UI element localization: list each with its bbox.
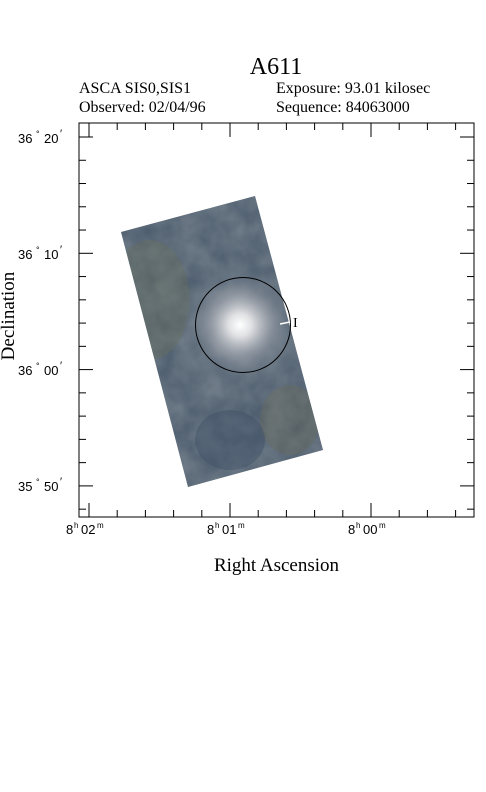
svg-text:m: m: [238, 521, 245, 530]
y-axis-label: Declination: [0, 271, 19, 361]
sequence-label: Sequence: 84063000: [276, 99, 410, 116]
dec-tick-label-4: 35 ° 50 ′: [18, 476, 62, 494]
svg-text:8: 8: [207, 522, 214, 537]
svg-text:°: °: [36, 477, 40, 487]
svg-text:h: h: [356, 521, 360, 530]
plot-frame: [78, 122, 475, 518]
svg-text:10: 10: [44, 247, 58, 262]
svg-text:°: °: [36, 245, 40, 255]
ra-tick-label-1: 8 h 02 m: [66, 521, 104, 537]
svg-text:8: 8: [66, 522, 73, 537]
svg-text:m: m: [97, 521, 104, 530]
dec-tick-label-2: 36 ° 10 ′: [18, 244, 62, 262]
ra-tick-label-2: 8 h 01 m: [207, 521, 245, 537]
svg-text:°: °: [36, 129, 40, 139]
svg-text:20: 20: [44, 131, 58, 146]
image-title: A611: [249, 54, 303, 80]
extraction-region-circle: [195, 277, 291, 373]
exposure-label: Exposure: 93.01 kilosec: [276, 80, 431, 97]
svg-text:8: 8: [348, 522, 355, 537]
svg-text:50: 50: [44, 479, 58, 494]
svg-text:35: 35: [18, 479, 32, 494]
svg-text:m: m: [379, 521, 386, 530]
svg-text:00: 00: [44, 363, 58, 378]
region-marker-tick: [279, 321, 291, 325]
svg-text:h: h: [74, 521, 78, 530]
svg-text:′: ′: [60, 476, 62, 488]
instrument-label: ASCA SIS0,SIS1: [79, 80, 192, 97]
dec-tick-label-1: 36 ° 20 ′: [18, 128, 62, 146]
x-axis-label: Right Ascension: [213, 555, 340, 576]
svg-text:01: 01: [222, 522, 236, 537]
svg-text:36: 36: [18, 131, 32, 146]
svg-text:00: 00: [363, 522, 377, 537]
svg-text:h: h: [215, 521, 219, 530]
axis-ticks: [79, 123, 474, 517]
dec-tick-label-3: 36 ° 00 ′: [18, 360, 62, 378]
svg-text:36: 36: [18, 363, 32, 378]
svg-text:′: ′: [60, 128, 62, 140]
svg-text:02: 02: [81, 522, 95, 537]
observed-date: Observed: 02/04/96: [79, 99, 206, 116]
ra-tick-label-3: 8 h 00 m: [348, 521, 386, 537]
svg-text:′: ′: [60, 244, 62, 256]
xray-image-field: [121, 196, 323, 487]
region-marker-label: I: [293, 316, 298, 331]
svg-text:°: °: [36, 361, 40, 371]
svg-text:36: 36: [18, 247, 32, 262]
svg-text:′: ′: [60, 360, 62, 372]
